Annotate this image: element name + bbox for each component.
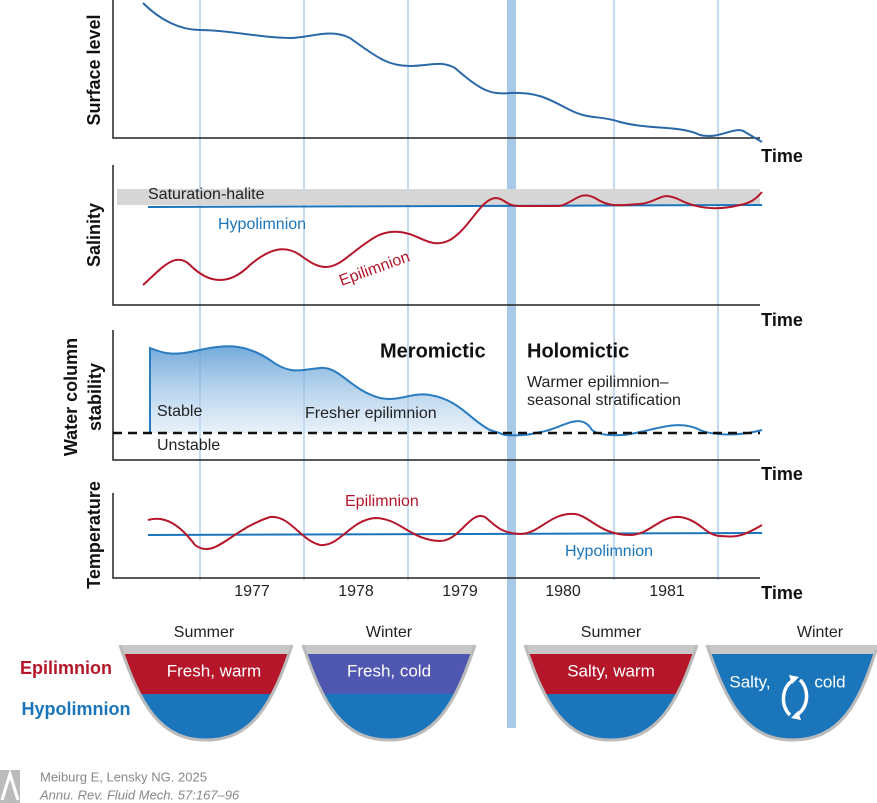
legend-hypolimnion: Hypolimnion <box>22 699 131 719</box>
surface-curve <box>142 2 763 143</box>
stability-curve <box>149 345 763 437</box>
time-grid <box>199 0 719 580</box>
basin-label: Salty, warm <box>567 661 655 680</box>
y-label: Temperature <box>84 481 104 589</box>
phase-label: Holomictic <box>527 340 629 362</box>
y-label: Salinity <box>84 203 104 267</box>
basin-label: Fresh, cold <box>347 661 431 680</box>
band-label: Saturation-halite <box>148 186 265 203</box>
axes <box>112 0 760 579</box>
x-label: Time <box>761 464 803 484</box>
season: Winter <box>797 624 844 641</box>
x-label: Time <box>761 310 803 330</box>
epilimnion-label: Epilimnion <box>337 249 412 290</box>
logo <box>0 768 20 803</box>
unstable-label: Unstable <box>157 437 220 454</box>
hypolimnion-label: Hypolimnion <box>218 216 306 233</box>
stable-label: Stable <box>157 403 202 420</box>
basin: Summer Salty, warm <box>523 624 699 742</box>
year-label: 1980 <box>545 583 581 600</box>
epilimnion-label: Epilimnion <box>345 493 419 510</box>
year-label: 1981 <box>649 583 685 600</box>
phase-label: Meromictic <box>380 340 486 362</box>
stability-area <box>150 346 505 433</box>
basin: Winter Salty, cold <box>705 624 877 742</box>
basin-label: Salty, <box>729 672 770 691</box>
season: Winter <box>366 624 413 641</box>
year-label: 1979 <box>442 583 478 600</box>
basin-label: Fresh, warm <box>167 661 261 680</box>
hypolimnion-label: Hypolimnion <box>565 543 653 560</box>
x-label: Time <box>761 146 803 166</box>
legend-epilimnion: Epilimnion <box>20 658 112 678</box>
y-label: Surface level <box>84 14 104 125</box>
x-label: Time <box>761 583 803 603</box>
epilimnion-curve <box>142 191 763 286</box>
basin-label: cold <box>814 672 845 691</box>
season: Summer <box>581 624 642 641</box>
transition-band <box>507 0 516 728</box>
fresher-label: Fresher epilimnion <box>305 405 437 422</box>
y-label: Water column <box>61 338 81 456</box>
year-label: 1977 <box>234 583 270 600</box>
y-label: stability <box>85 363 105 431</box>
basin: Winter Fresh, cold <box>301 624 477 742</box>
note: Warmer epilimnion– <box>527 374 669 391</box>
citation: Annu. Rev. Fluid Mech. 57:167–96 <box>39 787 240 802</box>
year-label: 1978 <box>338 583 374 600</box>
epilimnion-curve <box>147 512 763 551</box>
hypolimnion-line <box>147 204 763 208</box>
note: seasonal stratification <box>527 392 681 409</box>
citation: Meiburg E, Lensky NG. 2025 <box>40 769 207 784</box>
basin: Summer Fresh, warm <box>118 624 294 742</box>
season: Summer <box>174 624 235 641</box>
